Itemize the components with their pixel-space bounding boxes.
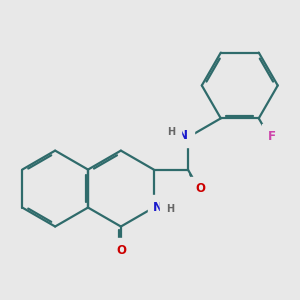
- Text: N: N: [178, 129, 188, 142]
- Text: O: O: [116, 244, 126, 257]
- Text: H: H: [167, 127, 176, 136]
- Text: O: O: [196, 182, 206, 195]
- Text: H: H: [166, 204, 174, 214]
- Text: F: F: [268, 130, 275, 143]
- Text: N: N: [153, 201, 163, 214]
